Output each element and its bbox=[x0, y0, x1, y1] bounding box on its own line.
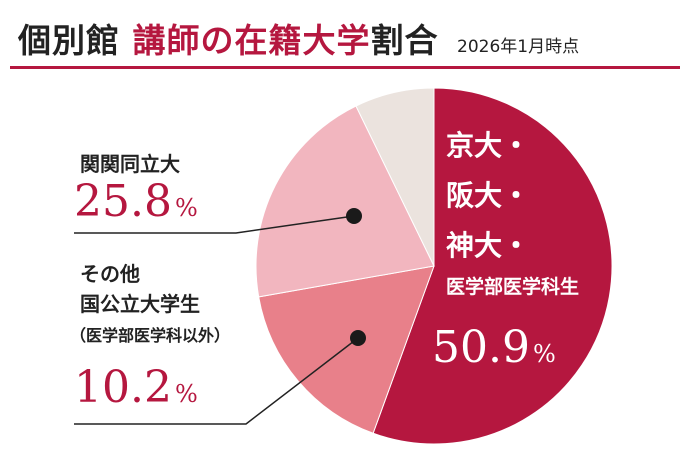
date-note: 2026年1月時点 bbox=[457, 37, 580, 57]
value-other: 10.2% bbox=[74, 362, 198, 413]
pie-slice bbox=[255, 105, 435, 298]
label-kyodai: 京大・ bbox=[446, 129, 531, 162]
label-kankan: 関関同立大 bbox=[80, 152, 180, 176]
leader-dot bbox=[346, 208, 362, 224]
label-igakubu: 医学部医学科生 bbox=[446, 276, 580, 298]
pie-slice bbox=[372, 87, 613, 445]
pie-slice bbox=[355, 87, 435, 267]
label-shindai: 神大・ bbox=[446, 229, 531, 262]
label-other-3: （医学部医学科以外） bbox=[70, 326, 231, 345]
leader-dot bbox=[350, 330, 366, 346]
title-part2: 講師の在籍大学 bbox=[132, 21, 371, 60]
title-part3: 割合 bbox=[370, 21, 439, 60]
label-other-2: 国公立大学生 bbox=[80, 292, 200, 316]
title-underline bbox=[10, 66, 680, 69]
label-handai: 阪大・ bbox=[446, 179, 531, 212]
pie-slice bbox=[258, 265, 435, 434]
title-part1: 個別館 bbox=[18, 21, 120, 60]
leader-line bbox=[74, 215, 355, 234]
leader-line bbox=[74, 337, 359, 425]
label-other-1: その他 bbox=[80, 262, 140, 286]
value-kankan: 25.8% bbox=[74, 176, 198, 227]
value-main: 50.9% bbox=[432, 322, 556, 373]
page-title: 個別館 講師の在籍大学割合 2026年1月時点 bbox=[18, 14, 579, 62]
